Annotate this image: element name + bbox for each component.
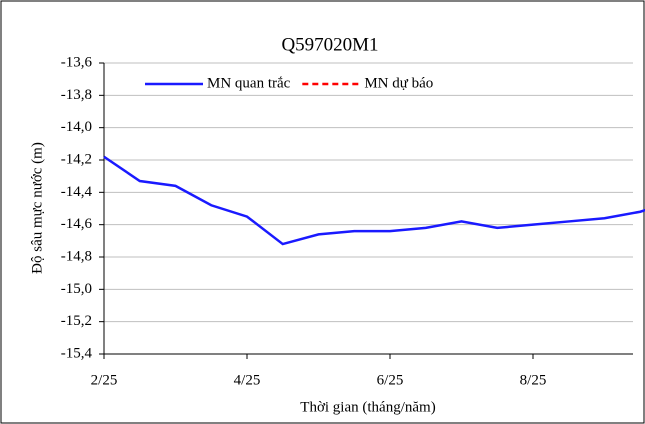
y-tick-label: -14,4 [61,184,93,200]
x-axis-label: Thời gian (tháng/năm) [300,399,435,415]
y-tick-label: -14,2 [61,151,92,167]
x-tick-label: 6/25 [377,372,404,388]
y-tick-label: -13,6 [61,54,93,70]
y-tick-label: -13,8 [61,87,92,103]
x-tick-label: 8/25 [520,372,547,388]
x-tick-label: 2/25 [91,372,118,388]
y-tick-label: -14,0 [61,119,92,135]
y-axis-label: Độ sâu mực nước (m) [29,142,45,274]
x-tick-label: 4/25 [234,372,261,388]
series-line [103,155,645,246]
y-tick-label: -14,6 [61,216,93,232]
chart-title: Q597020M1 [281,34,378,55]
y-tick-label: -15,0 [61,281,92,297]
y-tick-label: -15,2 [61,313,92,329]
y-tick-label: -14,8 [61,248,92,264]
legend-label: MN quan trắc [207,75,291,91]
y-tick-label: -15,4 [61,345,93,361]
legend-label: MN dự báo [364,75,433,91]
